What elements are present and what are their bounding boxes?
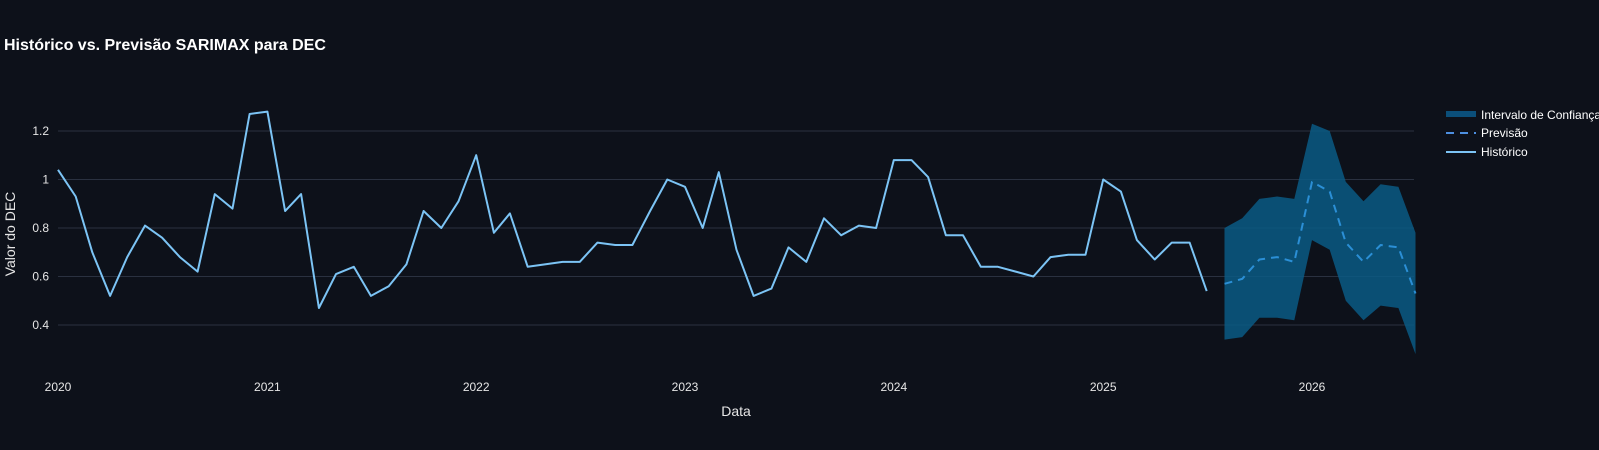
tick-labels: 0.4 0.6 0.8 1 1.2 2020 2021 2022 2023 2024 2025 202… xyxy=(32,124,1325,394)
forecast-line xyxy=(1224,180,1417,294)
confidence-band-layer xyxy=(1224,123,1416,355)
x-tick-label: 2022 xyxy=(463,380,490,394)
historical-line xyxy=(57,110,1208,309)
x-tick-label: 2026 xyxy=(1299,380,1326,394)
legend-label-confidence: Intervalo de Confiança xyxy=(1481,108,1599,122)
series-layer xyxy=(57,110,1417,309)
y-axis-title: Valor do DEC xyxy=(2,192,18,277)
legend-item-historical[interactable]: Histórico xyxy=(1446,145,1528,159)
legend-item-confidence[interactable]: Intervalo de Confiança xyxy=(1446,108,1599,122)
y-tick-label: 0.6 xyxy=(32,270,49,284)
x-tick-label: 2023 xyxy=(672,380,699,394)
x-tick-label: 2020 xyxy=(45,380,72,394)
chart-title: Histórico vs. Previsão SARIMAX para DEC xyxy=(4,37,326,54)
legend-label-historical: Histórico xyxy=(1481,145,1528,159)
y-grid xyxy=(58,130,1414,326)
y-tick-label: 1 xyxy=(42,173,49,187)
legend-swatch-confidence xyxy=(1446,111,1476,117)
legend-item-forecast[interactable]: Previsão xyxy=(1446,126,1528,140)
confidence-band xyxy=(1224,123,1416,355)
x-axis-title: Data xyxy=(721,403,751,419)
x-tick-label: 2024 xyxy=(880,380,907,394)
y-tick-label: 1.2 xyxy=(32,124,49,138)
legend: Intervalo de Confiança Previsão Históric… xyxy=(1446,108,1599,159)
y-tick-label: 0.8 xyxy=(32,221,49,235)
x-tick-label: 2021 xyxy=(254,380,281,394)
y-tick-label: 0.4 xyxy=(32,318,49,332)
legend-label-forecast: Previsão xyxy=(1481,126,1528,140)
x-tick-label: 2025 xyxy=(1090,380,1117,394)
